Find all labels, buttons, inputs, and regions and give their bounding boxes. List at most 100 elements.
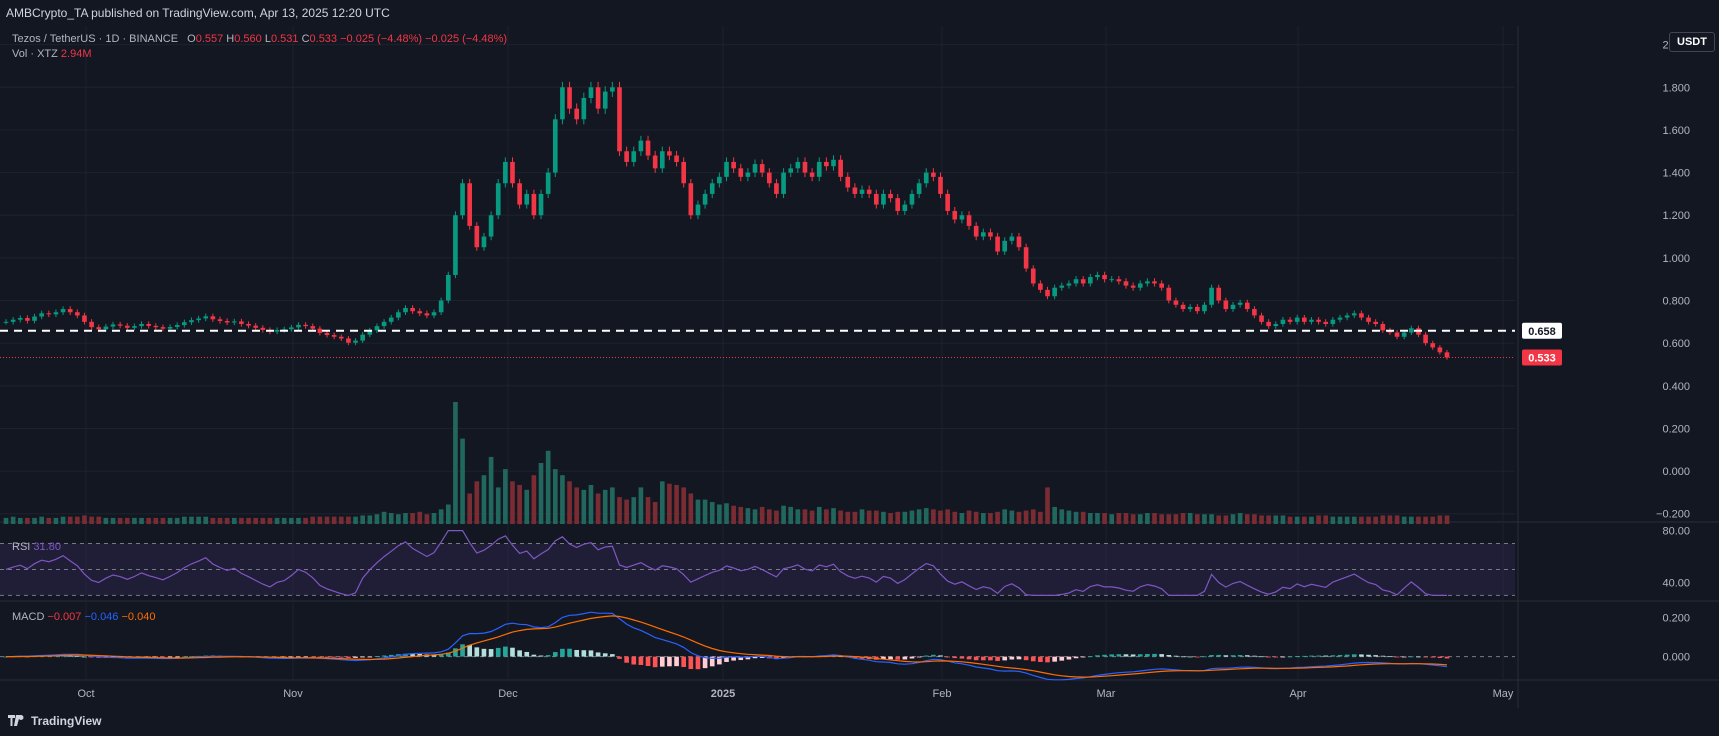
- candle-body: [82, 315, 87, 322]
- candle-body: [602, 91, 608, 109]
- volume-bar: [916, 509, 922, 524]
- macd-histogram-bar: [453, 648, 458, 657]
- candle-body: [239, 321, 244, 324]
- candle-body: [396, 312, 401, 318]
- volume-bar: [481, 475, 487, 524]
- high-value: 0.560: [234, 33, 262, 45]
- volume-bar: [1159, 514, 1164, 524]
- candle-body: [467, 183, 473, 226]
- currency-selector[interactable]: USDT: [1669, 32, 1715, 52]
- volume-bar: [567, 481, 572, 524]
- candle-body: [495, 183, 501, 216]
- volume-bar: [667, 483, 672, 524]
- volume-bar: [1173, 514, 1179, 524]
- macd-histogram-bar: [1280, 656, 1286, 658]
- candle-body: [1038, 283, 1043, 290]
- macd-histogram-bar: [1209, 655, 1214, 657]
- macd-histogram-bar: [781, 656, 786, 659]
- volume-bar: [445, 504, 451, 524]
- x-tick-label: Feb: [933, 688, 952, 700]
- candle-body: [388, 317, 394, 322]
- volume-bar: [17, 517, 23, 524]
- volume-bar: [374, 514, 380, 524]
- candle-body: [403, 307, 408, 313]
- macd-histogram-bar: [374, 656, 380, 657]
- volume-bar: [503, 469, 508, 524]
- volume-bar: [89, 516, 94, 524]
- candle-body: [1373, 321, 1378, 324]
- macd-histogram-bar: [1195, 656, 1200, 658]
- volume-bar: [752, 509, 758, 524]
- volume-bar: [1237, 513, 1243, 524]
- volume-bar: [624, 499, 629, 524]
- volume-bar: [196, 516, 201, 524]
- macd-histogram-bar: [531, 654, 537, 657]
- macd-histogram-bar: [1116, 654, 1122, 657]
- volume-bar: [224, 517, 230, 524]
- candle-body: [1366, 317, 1371, 322]
- macd-histogram-bar: [1252, 655, 1257, 657]
- macd-histogram-bar: [638, 656, 644, 665]
- volume-bar: [453, 402, 458, 524]
- macd-histogram-bar: [1038, 656, 1043, 662]
- macd-histogram-bar: [388, 654, 394, 657]
- rsi-band: [0, 543, 1515, 596]
- volume-bar: [1030, 509, 1036, 524]
- rsi-label[interactable]: RSI: [12, 541, 31, 553]
- chart-background: [0, 26, 1719, 708]
- candle-body: [189, 320, 194, 323]
- macd-histogram-bar: [1130, 654, 1136, 657]
- volume-bar: [517, 484, 522, 524]
- volume-bar: [524, 489, 530, 524]
- macd-histogram-bar: [681, 656, 687, 668]
- candle-body: [445, 274, 451, 301]
- volume-bar: [581, 489, 587, 524]
- macd-histogram-bar: [610, 654, 615, 657]
- volume-bar: [460, 438, 465, 524]
- candle-body: [1059, 285, 1065, 288]
- candle-body: [89, 321, 94, 328]
- volume-bar: [324, 516, 330, 524]
- macd-histogram-bar: [417, 653, 423, 657]
- macd-histogram-bar: [538, 655, 544, 657]
- volume-bar: [53, 517, 59, 524]
- volume-bar: [1230, 514, 1236, 524]
- volume-bar: [702, 499, 708, 524]
- macd-label[interactable]: MACD: [12, 611, 45, 623]
- volume-bar: [132, 517, 137, 524]
- candle-body: [1116, 279, 1122, 282]
- volume-bar: [231, 517, 237, 524]
- candle-body: [1180, 304, 1186, 310]
- volume-bar: [203, 516, 209, 524]
- volume-bar: [424, 514, 430, 524]
- candle-body: [624, 151, 629, 162]
- tradingview-logo[interactable]: TradingView: [8, 714, 101, 728]
- macd-signal-value: −0.040: [121, 611, 156, 623]
- candle-body: [353, 340, 358, 343]
- macd-histogram-bar: [1244, 655, 1250, 657]
- volume-bar: [75, 516, 80, 524]
- volume-bar: [1380, 515, 1386, 524]
- candle-body: [781, 172, 786, 194]
- macd-histogram-bar: [674, 656, 679, 667]
- macd-histogram-bar: [945, 656, 950, 658]
- volume-bar: [139, 517, 144, 524]
- volume-bar: [552, 469, 558, 524]
- symbol-name[interactable]: Tezos / TetherUS · 1D · BINANCE: [12, 33, 179, 45]
- candle-body: [552, 119, 558, 173]
- volume-bar: [360, 515, 366, 524]
- macd-histogram-bar: [524, 651, 530, 657]
- macd-histogram-bar: [1180, 656, 1186, 658]
- volume-bar: [902, 511, 908, 524]
- volume-bar: [995, 511, 1000, 524]
- volume-bar: [1244, 514, 1250, 524]
- macd-histogram-bar: [174, 656, 180, 658]
- macd-histogram-bar: [289, 656, 294, 658]
- volume-bar: [331, 516, 337, 524]
- candle-body: [1073, 279, 1079, 284]
- volume-label[interactable]: Vol · XTZ: [12, 48, 58, 60]
- price-line-label: 0.533: [1528, 352, 1556, 364]
- volume-bar: [1180, 513, 1186, 524]
- volume-bar: [610, 487, 615, 524]
